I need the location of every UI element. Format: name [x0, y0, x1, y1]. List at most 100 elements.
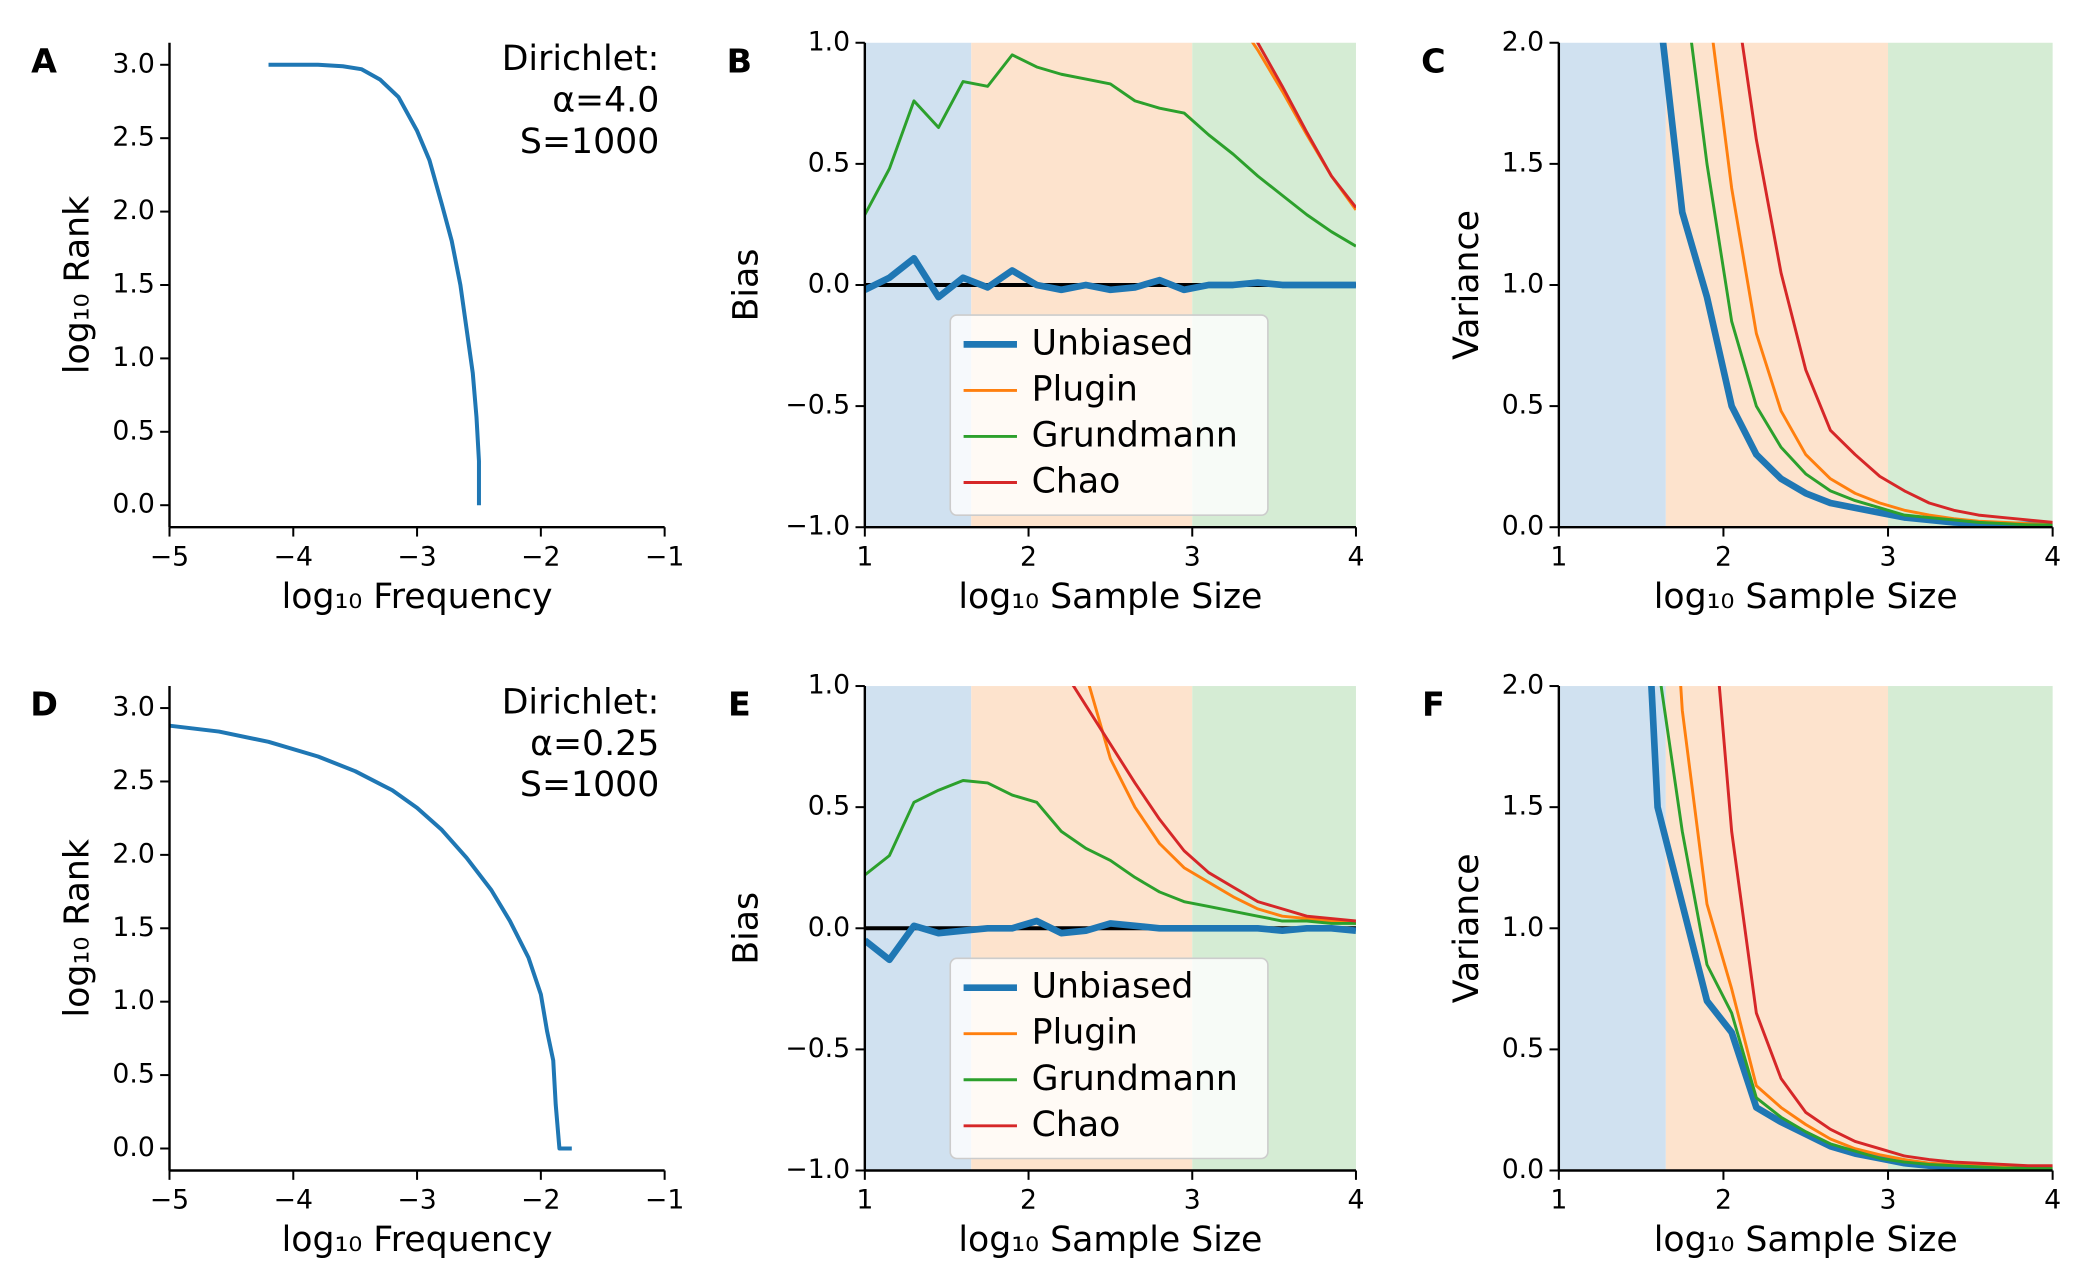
y-tick-label: 0.0 [112, 489, 154, 520]
data-line [864, 779, 1356, 925]
y-tick-label: 0.0 [1502, 1154, 1544, 1185]
y-tick-label: 2.0 [112, 838, 154, 869]
y-tick-label: 0.5 [808, 791, 850, 822]
y-tick-label: 0.5 [1502, 390, 1544, 421]
panel-letter: D [30, 685, 58, 724]
panel-letter: A [31, 41, 57, 80]
panel: −5 −4 −3 −2 −1 0.0 0.5 1.0 1.5 2.0 2.5 3.0 log₁₀ Fre… [31, 39, 684, 617]
x-axis-label: log₁₀ Sample Size [1654, 1220, 1958, 1260]
x-tick-label: 4 [2044, 1185, 2061, 1216]
data-line [1690, 42, 2053, 527]
y-tick-label: 0.0 [112, 1132, 154, 1163]
y-tick-label: 1.0 [1502, 268, 1544, 299]
legend-label: Chao [1032, 1105, 1121, 1145]
y-tick-label: −0.5 [785, 390, 850, 421]
data-line [1071, 686, 1356, 923]
y-tick-label: 2.5 [112, 765, 154, 796]
region [1558, 686, 1666, 1171]
region [1665, 686, 1889, 1171]
x-tick-label: −4 [274, 1185, 313, 1216]
data-line [268, 62, 481, 506]
panel-letter: F [1422, 685, 1445, 724]
y-tick-label: 0.0 [808, 912, 850, 943]
y-tick-label: 2.0 [1502, 670, 1544, 701]
x-tick-label: −3 [397, 541, 436, 572]
region [1558, 42, 1666, 528]
y-tick-label: 2.0 [112, 195, 154, 226]
legend-label: Unbiased [1032, 967, 1194, 1007]
x-tick-label: 4 [1347, 541, 1364, 572]
y-axis-label: Variance [1447, 853, 1487, 1003]
x-tick-label: 4 [2044, 541, 2061, 572]
x-tick-label: 2 [1020, 541, 1037, 572]
data-line [864, 917, 1356, 964]
y-tick-label: 1.0 [112, 342, 154, 373]
legend-label: Unbiased [1032, 323, 1194, 363]
y-tick-label: 1.5 [1502, 791, 1544, 822]
data-line [864, 53, 1356, 248]
annotation: S=1000 [520, 122, 659, 162]
legend-box [949, 314, 1269, 517]
y-tick-label: 1.0 [808, 26, 850, 57]
annotation: α=4.0 [552, 80, 659, 120]
plot-area [268, 62, 481, 506]
y-tick-label: 0.0 [1502, 511, 1544, 542]
legend: Unbiased Plugin Grundmann Chao [949, 314, 1269, 517]
x-tick-label: 1 [856, 1185, 873, 1216]
y-axis-label: Bias [726, 249, 766, 322]
plot-area [1648, 686, 2053, 1171]
x-tick-label: −5 [150, 541, 189, 572]
legend-label: Plugin [1032, 1013, 1138, 1053]
data-line [1251, 42, 1356, 211]
x-axis-label: log₁₀ Sample Size [958, 577, 1262, 617]
y-tick-label: 1.5 [112, 912, 154, 943]
x-tick-label: 1 [856, 541, 873, 572]
legend-label: Grundmann [1032, 1059, 1238, 1099]
x-tick-label: 3 [1880, 1185, 1897, 1216]
y-tick-label: −1.0 [785, 511, 850, 542]
y-tick-label: 0.5 [112, 1059, 154, 1090]
data-line [1256, 42, 1356, 209]
y-axis-label: log₁₀ Rank [58, 839, 98, 1017]
panel: 1 2 3 4 −1.0 −0.5 0.0 0.5 1.0 log₁₀ Sample Size Bi… [726, 26, 1364, 617]
y-tick-label: 3.0 [112, 692, 154, 723]
y-axis-label: Variance [1447, 210, 1487, 360]
x-tick-label: 3 [1184, 541, 1201, 572]
data-line [1659, 42, 2053, 528]
data-line [1717, 686, 2053, 1168]
panel: 1 2 3 4 0.0 0.5 1.0 1.5 2.0 log₁₀ Sample Size Vari… [1422, 670, 2061, 1261]
y-tick-label: 2.5 [112, 122, 154, 153]
y-tick-label: 1.0 [1502, 912, 1544, 943]
x-tick-label: 2 [1715, 1185, 1732, 1216]
y-tick-label: −1.0 [785, 1154, 850, 1185]
plot-area [1659, 42, 2053, 528]
data-line [1087, 686, 1356, 925]
x-tick-label: −4 [274, 541, 313, 572]
x-axis-label: log₁₀ Sample Size [1654, 577, 1958, 617]
panel-letter: C [1421, 41, 1445, 80]
region [1888, 42, 2053, 528]
x-tick-label: 3 [1184, 1185, 1201, 1216]
panel: 1 2 3 4 −1.0 −0.5 0.0 0.5 1.0 log₁₀ Sample Size Bi… [726, 670, 1364, 1261]
legend-label: Grundmann [1032, 415, 1238, 455]
legend-box [949, 957, 1269, 1160]
panel-letter: E [728, 685, 751, 724]
plot-area [864, 42, 1356, 301]
panel: −5 −4 −3 −2 −1 0.0 0.5 1.0 1.5 2.0 2.5 3.0 log₁₀ Fre… [30, 682, 684, 1260]
x-axis-label: log₁₀ Frequency [282, 1220, 553, 1260]
y-tick-label: −0.5 [785, 1033, 850, 1064]
data-line [169, 723, 572, 1151]
x-tick-label: −1 [645, 541, 684, 572]
x-axis-label: log₁₀ Sample Size [958, 1220, 1262, 1260]
annotation: α=0.25 [530, 724, 659, 764]
plot-area [169, 723, 572, 1151]
x-tick-label: 3 [1880, 541, 1897, 572]
x-tick-label: −2 [521, 1185, 560, 1216]
x-tick-label: −1 [645, 1185, 684, 1216]
y-tick-label: 2.0 [1502, 26, 1544, 57]
data-line [864, 255, 1356, 301]
x-tick-label: 2 [1020, 1185, 1037, 1216]
y-tick-label: 1.0 [808, 670, 850, 701]
